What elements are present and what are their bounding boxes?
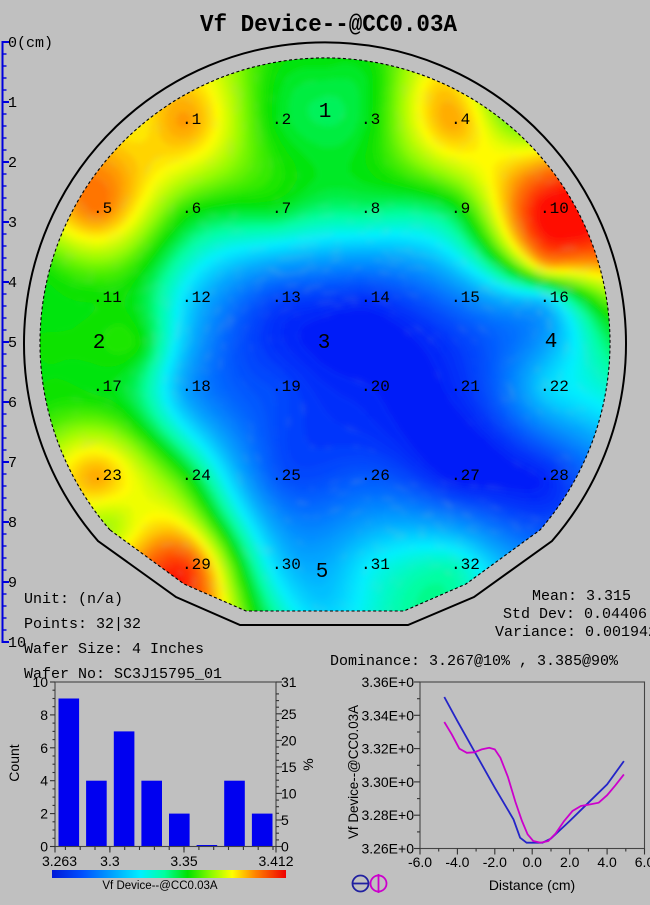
svg-text:10: 10 [281,785,297,801]
svg-text:.1: .1 [182,111,201,129]
svg-text:3.26E+0: 3.26E+0 [361,841,414,857]
svg-text:.7: .7 [272,200,291,218]
svg-text:-2.0: -2.0 [483,854,507,870]
svg-text:10: 10 [32,674,48,690]
svg-text:10: 10 [8,635,26,652]
svg-text:.26: .26 [361,467,390,485]
svg-text:Variance: 0.001942: Variance: 0.001942 [495,624,650,641]
svg-text:.32: .32 [451,556,480,574]
svg-text:%: % [300,758,316,770]
svg-text:.12: .12 [182,289,211,307]
svg-text:2: 2 [8,155,17,172]
svg-text:5: 5 [8,335,17,352]
svg-text:25: 25 [281,706,297,722]
svg-text:4: 4 [8,275,17,292]
svg-text:3.263: 3.263 [42,853,77,869]
svg-text:Vf Device--@CC0.03A: Vf Device--@CC0.03A [102,880,218,892]
svg-text:5: 5 [281,812,289,828]
svg-text:Vf Device--@CC0.03A: Vf Device--@CC0.03A [345,704,361,839]
svg-text:.28: .28 [540,467,569,485]
svg-text:.16: .16 [540,289,569,307]
svg-text:.4: .4 [451,111,470,129]
svg-text:.3: .3 [361,111,380,129]
svg-text:.5: .5 [93,200,112,218]
svg-text:.11: .11 [93,289,122,307]
svg-text:Std Dev: 0.04406: Std Dev: 0.04406 [503,606,647,623]
svg-text:.14: .14 [361,289,390,307]
svg-text:9: 9 [8,575,17,592]
svg-text:.22: .22 [540,378,569,396]
svg-text:.24: .24 [182,467,211,485]
svg-text:.10: .10 [540,200,569,218]
svg-text:.18: .18 [182,378,211,396]
svg-text:4: 4 [545,331,558,354]
svg-text:.9: .9 [451,200,470,218]
svg-text:.6: .6 [182,200,201,218]
svg-text:0: 0 [281,839,289,855]
svg-text:0(cm): 0(cm) [8,35,53,52]
svg-text:.17: .17 [93,378,122,396]
svg-text:Vf Device--@CC0.03A: Vf Device--@CC0.03A [200,12,458,39]
svg-text:5: 5 [316,561,329,584]
svg-text:8: 8 [8,515,17,532]
svg-text:3: 3 [8,215,17,232]
svg-text:2: 2 [40,806,48,822]
svg-text:1: 1 [319,101,332,124]
svg-text:6: 6 [8,395,17,412]
svg-text:.2: .2 [272,111,291,129]
svg-text:.30: .30 [272,556,301,574]
svg-text:7: 7 [8,455,17,472]
svg-text:.29: .29 [182,556,211,574]
svg-text:.23: .23 [93,467,122,485]
svg-text:15: 15 [281,759,297,775]
svg-text:3.3: 3.3 [100,853,120,869]
svg-text:Mean: 3.315: Mean: 3.315 [532,588,631,605]
svg-text:.25: .25 [272,467,301,485]
svg-text:Wafer Size: 4 Inches: Wafer Size: 4 Inches [24,641,204,658]
svg-text:3: 3 [318,332,331,355]
svg-text:2.0: 2.0 [560,854,580,870]
svg-text:.27: .27 [451,467,480,485]
svg-text:6: 6 [40,740,48,756]
svg-text:20: 20 [281,732,297,748]
svg-text:4: 4 [40,773,48,789]
svg-text:8: 8 [40,707,48,723]
svg-text:3.412: 3.412 [258,853,293,869]
svg-text:.21: .21 [451,378,480,396]
svg-text:Points: 32|32: Points: 32|32 [24,616,141,633]
svg-text:.19: .19 [272,378,301,396]
svg-text:3.30E+0: 3.30E+0 [361,774,414,790]
svg-text:Distance (cm): Distance (cm) [489,877,575,893]
svg-text:.31: .31 [361,556,390,574]
svg-text:0: 0 [40,839,48,855]
svg-text:6.0: 6.0 [635,854,650,870]
svg-text:Unit: (n/a): Unit: (n/a) [24,591,123,608]
svg-text:3.35: 3.35 [170,853,197,869]
svg-text:.15: .15 [451,289,480,307]
svg-text:Dominance: 3.267@10% , 3.385@9: Dominance: 3.267@10% , 3.385@90% [330,653,619,670]
svg-text:2: 2 [93,332,106,355]
svg-text:4.0: 4.0 [597,854,617,870]
svg-text:1: 1 [8,95,17,112]
svg-text:Count: Count [6,744,22,781]
svg-text:.20: .20 [361,378,390,396]
svg-text:-4.0: -4.0 [445,854,469,870]
svg-text:3.32E+0: 3.32E+0 [361,741,414,757]
svg-text:0.0: 0.0 [522,854,542,870]
svg-text:-6.0: -6.0 [408,854,432,870]
svg-text:.13: .13 [272,289,301,307]
svg-text:3.34E+0: 3.34E+0 [361,707,414,723]
svg-text:3.28E+0: 3.28E+0 [361,807,414,823]
svg-text:Wafer No: SC3J15795_01: Wafer No: SC3J15795_01 [24,666,222,683]
svg-text:31: 31 [281,674,297,690]
svg-text:.8: .8 [361,200,380,218]
svg-text:3.36E+0: 3.36E+0 [361,674,414,690]
